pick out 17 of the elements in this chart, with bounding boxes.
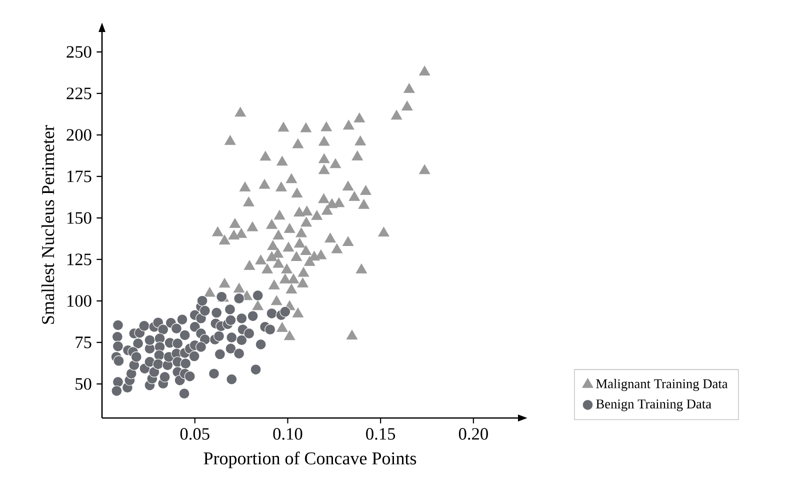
y-tick-label: 250 [66,46,92,58]
legend-label: Malignant Training Data [596,378,728,392]
y-tick-label: 125 [67,254,92,266]
y-tick-label: 50 [76,378,92,390]
x-tick-label: 0.20 [458,428,488,440]
legend-label: Benign Training Data [596,399,712,412]
y-tick-label: 225 [66,88,92,100]
x-axis-title: Proportion of Concave Points [204,452,416,468]
y-tick-label: 100 [67,295,92,307]
y-tick-label: 75 [76,336,92,348]
y-axis-title: Smallest Nucleus Perimeter [41,125,54,324]
x-tick-label: 0.15 [366,428,396,440]
y-tick-label: 200 [66,129,92,141]
x-tick-label: 0.10 [273,428,302,440]
y-tick-label: 175 [67,170,92,182]
x-tick-label: 0.05 [180,428,210,440]
y-tick-label: 150 [67,212,92,224]
